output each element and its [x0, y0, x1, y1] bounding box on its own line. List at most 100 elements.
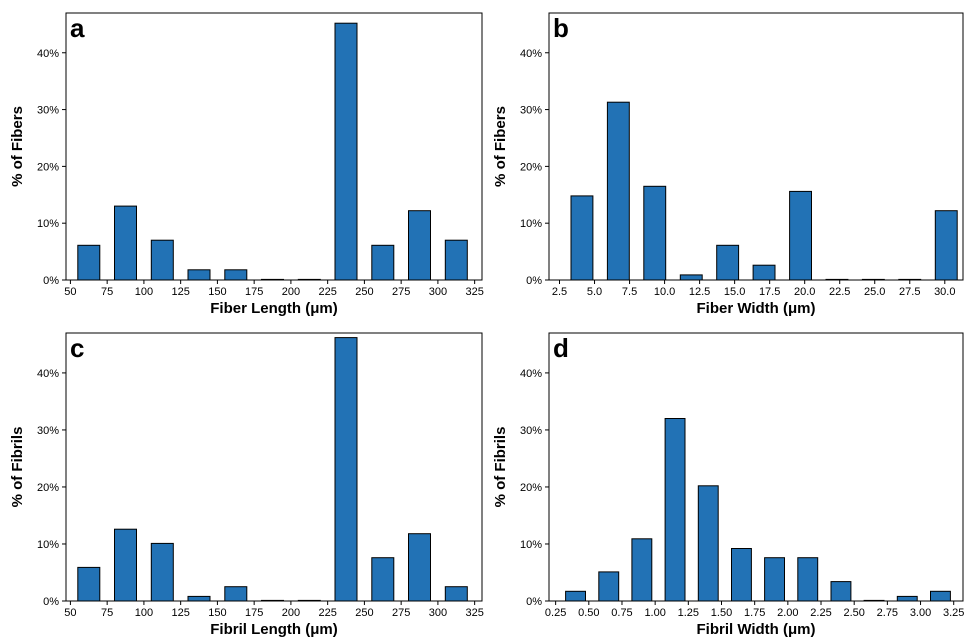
x-tick-label-d-0: 0.25 [545, 607, 566, 619]
bar-d-2 [631, 538, 653, 602]
x-tick-label-d-2: 0.75 [611, 607, 632, 619]
plot-frame-b [548, 12, 964, 281]
x-tick-label-c-8: 250 [355, 607, 373, 619]
bar-d-3 [664, 418, 686, 602]
x-tick-label-d-5: 1.50 [711, 607, 732, 619]
x-tick-label-b-4: 12.5 [689, 286, 710, 298]
bar-d-4 [697, 485, 719, 602]
bar-d-10 [896, 595, 918, 602]
panel-letter-a: a [70, 13, 85, 43]
bar-d-11 [930, 590, 951, 602]
x-tick-label-a-2: 100 [135, 286, 153, 298]
x-tick-label-b-10: 27.5 [899, 286, 920, 298]
x-tick-label-a-4: 150 [208, 286, 226, 298]
y-tick-label-a-2: 20% [37, 161, 59, 173]
y-axis-label-b: % of Fibers [492, 106, 509, 187]
bar-d-8 [830, 581, 852, 602]
x-tick-label-a-3: 125 [171, 286, 189, 298]
bar-a-8 [371, 244, 395, 281]
bar-b-2 [643, 185, 667, 281]
y-tick-label-b-1: 10% [520, 218, 542, 230]
x-tick-label-c-6: 200 [282, 607, 300, 619]
x-tick-label-a-7: 225 [318, 286, 336, 298]
bar-c-10 [444, 586, 468, 602]
x-tick-label-d-12: 3.25 [943, 607, 964, 619]
x-tick-label-b-6: 17.5 [759, 286, 780, 298]
x-tick-label-a-5: 175 [245, 286, 263, 298]
plot-frame-a [65, 12, 483, 281]
bar-c-7 [334, 337, 358, 602]
y-tick-label-b-0: 0% [526, 275, 542, 287]
bar-a-10 [444, 239, 468, 281]
y-tick-label-a-0: 0% [43, 275, 59, 287]
x-tick-label-d-9: 2.50 [843, 607, 864, 619]
x-tick-label-b-5: 15.0 [724, 286, 745, 298]
x-tick-label-d-1: 0.50 [578, 607, 599, 619]
bar-b-6 [789, 190, 812, 281]
bar-d-1 [598, 571, 620, 602]
x-tick-label-a-1: 75 [101, 286, 113, 298]
x-tick-label-c-0: 50 [64, 607, 76, 619]
x-tick-label-b-2: 7.5 [622, 286, 637, 298]
y-tick-label-c-0: 0% [43, 596, 59, 608]
panel-letter-b: b [553, 13, 569, 43]
x-tick-label-c-7: 225 [318, 607, 336, 619]
bar-c-0 [77, 566, 101, 602]
y-tick-label-a-3: 30% [37, 105, 59, 117]
x-tick-label-b-1: 5.0 [587, 286, 602, 298]
y-tick-label-c-1: 10% [37, 539, 59, 551]
panel-letter-d: d [553, 333, 569, 363]
bar-d-0 [565, 590, 586, 602]
x-tick-label-d-10: 2.75 [877, 607, 898, 619]
y-tick-label-c-4: 40% [37, 368, 59, 380]
bar-b-0 [570, 195, 594, 281]
y-axis-label-c: % of Fibrils [9, 427, 26, 508]
bar-a-0 [77, 244, 101, 281]
y-axis-label-a: % of Fibers [9, 106, 26, 187]
y-tick-label-a-4: 40% [37, 48, 59, 60]
x-tick-label-b-3: 10.0 [654, 286, 675, 298]
x-tick-label-d-3: 1.00 [644, 607, 665, 619]
x-tick-label-c-9: 275 [392, 607, 410, 619]
x-tick-label-c-3: 125 [171, 607, 189, 619]
x-tick-label-b-8: 22.5 [829, 286, 850, 298]
x-axis-label-b: Fiber Width (μm) [696, 300, 815, 317]
bar-c-3 [187, 595, 211, 602]
x-tick-label-c-2: 100 [135, 607, 153, 619]
y-tick-label-c-2: 20% [37, 482, 59, 494]
y-tick-label-d-0: 0% [526, 596, 542, 608]
bar-b-3 [679, 274, 703, 281]
x-tick-label-d-7: 2.00 [777, 607, 798, 619]
x-tick-label-a-8: 250 [355, 286, 373, 298]
plot-frame-d [548, 332, 964, 602]
y-tick-label-b-3: 30% [520, 105, 542, 117]
y-tick-label-d-3: 30% [520, 425, 542, 437]
y-tick-label-b-4: 40% [520, 48, 542, 60]
y-tick-label-d-4: 40% [520, 368, 542, 380]
bar-a-9 [408, 210, 431, 281]
bar-a-2 [150, 239, 174, 281]
x-axis-label-c: Fibril Length (μm) [210, 621, 338, 638]
bar-a-3 [187, 269, 211, 281]
x-tick-label-d-6: 1.75 [744, 607, 765, 619]
panel-letter-c: c [70, 333, 84, 363]
x-tick-label-d-8: 2.25 [810, 607, 831, 619]
x-axis-label-d: Fibril Width (μm) [696, 621, 815, 638]
panel-a: 50 75 100 125 150 175 200 225 250 275 300 325 0% 10% 2… [9, 12, 484, 317]
y-tick-label-d-2: 20% [520, 482, 542, 494]
x-tick-label-c-10: 300 [429, 607, 447, 619]
bar-c-8 [371, 557, 395, 602]
bar-a-4 [224, 269, 248, 281]
x-tick-label-b-7: 20.0 [794, 286, 815, 298]
x-tick-label-b-0: 2.5 [552, 286, 567, 298]
y-tick-label-c-3: 30% [37, 425, 59, 437]
y-tick-label-a-1: 10% [37, 218, 59, 230]
x-tick-label-c-11: 325 [465, 607, 483, 619]
bar-c-9 [408, 533, 431, 602]
bar-b-1 [606, 101, 630, 281]
bar-d-5 [731, 548, 752, 602]
x-tick-label-b-9: 25.0 [864, 286, 885, 298]
x-tick-label-a-9: 275 [392, 286, 410, 298]
bar-c-1 [114, 528, 137, 602]
